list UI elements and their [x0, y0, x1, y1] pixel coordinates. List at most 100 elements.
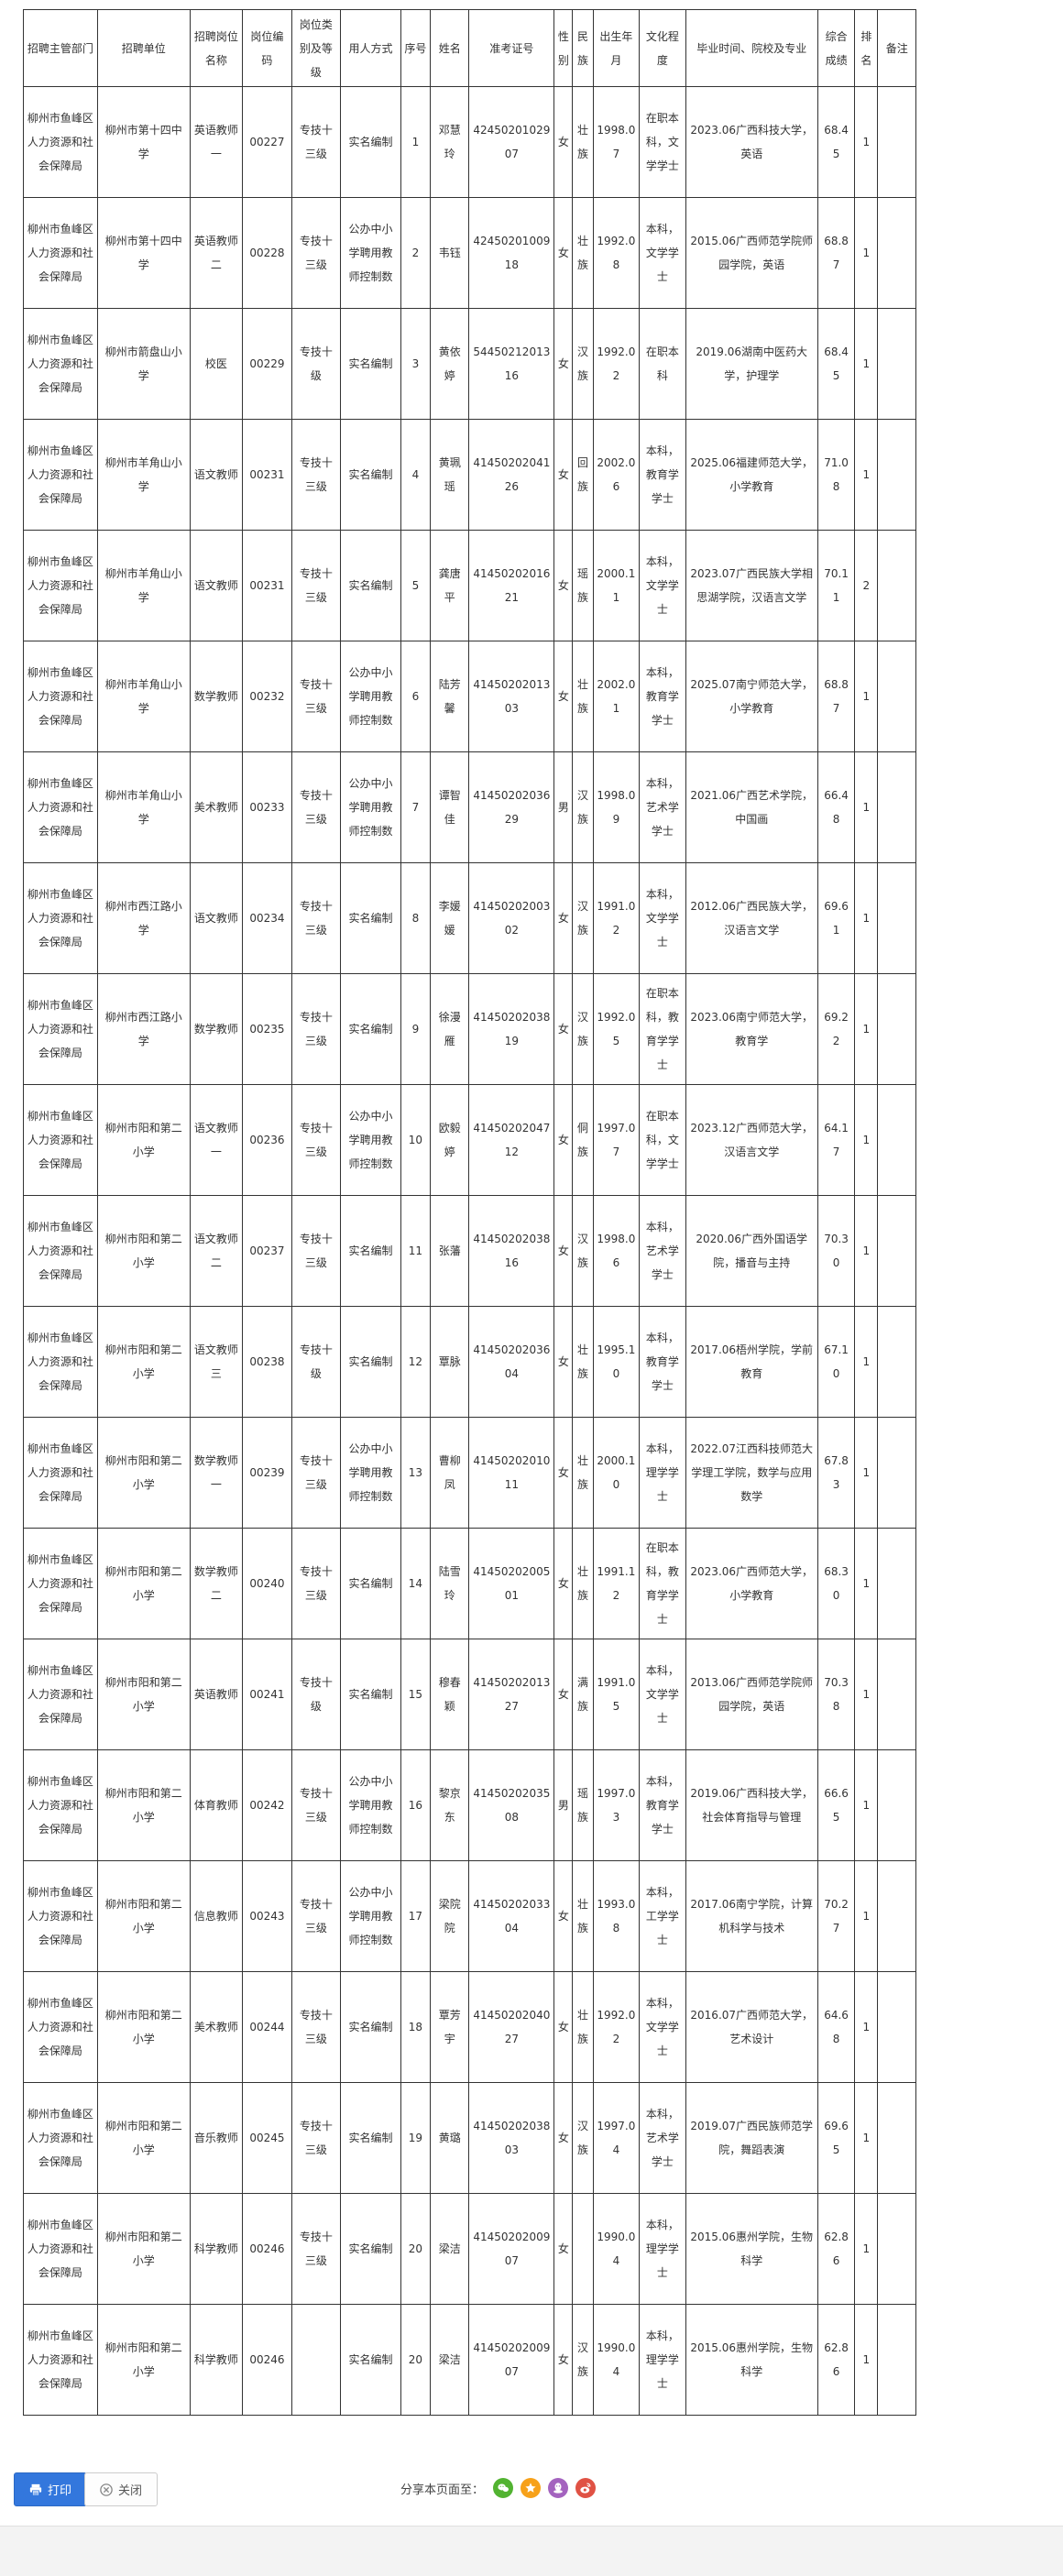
- cell-score: 62.86: [816, 2193, 856, 2305]
- table-row: 柳州市鱼峰区人力资源和社会保障局 柳州市阳和第二小学 体育教师 00242 专技十三级公…: [23, 1749, 916, 1861]
- cell-dept: 柳州市鱼峰区人力资源和社会保障局: [23, 86, 98, 198]
- cell-dept: 柳州市鱼峰区人力资源和社会保障局: [23, 308, 98, 420]
- cell-category: 专技十三级: [290, 1084, 342, 1196]
- cell-unit: 柳州市阳和第二小学: [96, 1528, 191, 1639]
- cell-unit: 柳州市阳和第二小学: [96, 1417, 191, 1529]
- cell-note: [877, 1971, 916, 2083]
- cell-rank: 1: [854, 641, 879, 752]
- cell-position: 英语教师一: [189, 86, 244, 198]
- cell-rank: 1: [854, 1417, 879, 1529]
- cell-graduation: 2017.06南宁学院，计算机科学与技术: [685, 1860, 818, 1972]
- cell-gender: 女: [553, 2304, 574, 2416]
- cell-education: 在职本科，文学学士: [639, 1084, 686, 1196]
- share-weibo-icon[interactable]: [575, 2478, 597, 2498]
- cell-exam-id: 4145020201011: [468, 1417, 555, 1529]
- cell-dept: 柳州市鱼峰区人力资源和社会保障局: [23, 2304, 98, 2416]
- cell-category: 专技十三级: [290, 1417, 342, 1529]
- cell-gender: 女: [553, 2082, 574, 2194]
- cell-unit: 柳州市阳和第二小学: [96, 1639, 191, 1750]
- cell-gender: 女: [553, 641, 574, 752]
- column-header-ethnicity: 民族: [572, 9, 594, 87]
- cell-exam-id: 4145020200907: [468, 2193, 555, 2305]
- cell-note: [877, 419, 916, 531]
- cell-education: 本科，艺术学学士: [639, 751, 686, 863]
- table-row: 柳州市鱼峰区人力资源和社会保障局 柳州市阳和第二小学 科学教师 00246 实名编制 20…: [23, 2304, 916, 2416]
- share-wechat-icon[interactable]: [493, 2478, 514, 2498]
- cell-score: 70.11: [816, 530, 856, 641]
- recruitment-results-table: 招聘主管部门 招聘单位 招聘岗位名称 岗位编码 岗位类别及等级 用人方式 序号 姓名 准考证号性…: [23, 9, 916, 2416]
- cell-position: 美术教师: [189, 1971, 244, 2083]
- cell-gender: 女: [553, 1084, 574, 1196]
- cell-exam-id: 4245020102907: [468, 86, 555, 198]
- cell-no: 20: [400, 2304, 432, 2416]
- cell-dept: 柳州市鱼峰区人力资源和社会保障局: [23, 1195, 98, 1307]
- print-button[interactable]: 打印: [14, 2472, 88, 2506]
- cell-no: 14: [400, 1528, 432, 1639]
- cell-rank: 1: [854, 1084, 879, 1196]
- cell-note: [877, 751, 916, 863]
- cell-ethnicity: 壮族: [572, 1306, 594, 1418]
- table-row: 柳州市鱼峰区人力资源和社会保障局 柳州市阳和第二小学 美术教师 00244 专技十三级实…: [23, 1971, 916, 2083]
- cell-note: [877, 1639, 916, 1750]
- cell-graduation: 2012.06广西民族大学，汉语言文学: [685, 862, 818, 974]
- cell-exam-id: 4145020200302: [468, 862, 555, 974]
- cell-note: [877, 1749, 916, 1861]
- cell-ethnicity: 汉族: [572, 2304, 594, 2416]
- cell-education: 在职本科，文学学士: [639, 86, 686, 198]
- footer-toolbar: 打印 关闭 分享本页面至：: [0, 2471, 1063, 2513]
- cell-ethnicity: 满族: [572, 1639, 594, 1750]
- cell-method: 实名编制: [340, 419, 401, 531]
- cell-ethnicity: 瑶族: [572, 530, 594, 641]
- cell-birth: 1995.10: [592, 1306, 641, 1418]
- close-button-label: 关闭: [118, 2484, 143, 2498]
- share-qzone-icon[interactable]: [521, 2478, 542, 2498]
- cell-name: 张藩: [430, 1195, 470, 1307]
- share-qq-icon[interactable]: [548, 2478, 569, 2498]
- cell-code: 00233: [242, 751, 292, 863]
- cell-dept: 柳州市鱼峰区人力资源和社会保障局: [23, 751, 98, 863]
- table-row: 柳州市鱼峰区人力资源和社会保障局 柳州市西江路小学 数学教师 00235 专技十三级 实名…: [23, 973, 916, 1085]
- cell-dept: 柳州市鱼峰区人力资源和社会保障局: [23, 1749, 98, 1861]
- cell-method: 公办中小学聘用教师控制数: [340, 1749, 401, 1861]
- cell-code: 00236: [242, 1084, 292, 1196]
- cell-note: [877, 308, 916, 420]
- cell-note: [877, 1195, 916, 1307]
- cell-position: 美术教师: [189, 751, 244, 863]
- cell-graduation: 2015.06惠州学院，生物科学: [685, 2304, 818, 2416]
- cell-position: 信息教师: [189, 1860, 244, 1972]
- cell-no: 8: [400, 862, 432, 974]
- table-row: 柳州市鱼峰区人力资源和社会保障局 柳州市西江路小学 语文教师 00234 专技十三级 实名…: [23, 862, 916, 974]
- cell-category: 专技十三级: [290, 1749, 342, 1861]
- close-button[interactable]: 关闭: [84, 2472, 159, 2506]
- cell-rank: 1: [854, 419, 879, 531]
- cell-category: 专技十三级: [290, 1971, 342, 2083]
- table-row: 柳州市鱼峰区人力资源和社会保障局 柳州市阳和第二小学 数学教师一 00239 专技十三级…: [23, 1417, 916, 1529]
- cell-no: 2: [400, 197, 432, 309]
- cell-note: [877, 2193, 916, 2305]
- cell-category: 专技十三级: [290, 751, 342, 863]
- cell-no: 12: [400, 1306, 432, 1418]
- cell-note: [877, 1084, 916, 1196]
- cell-score: 69.61: [816, 862, 856, 974]
- cell-code: 00242: [242, 1749, 292, 1861]
- cell-unit: 柳州市阳和第二小学: [96, 2082, 191, 2194]
- cell-dept: 柳州市鱼峰区人力资源和社会保障局: [23, 1417, 98, 1529]
- table-body: 柳州市鱼峰区人力资源和社会保障局 柳州市第十四中学 英语教师一 00227 专技十三级实…: [23, 86, 916, 2416]
- column-header-position: 招聘岗位名称: [189, 9, 244, 87]
- cell-score: 70.38: [816, 1639, 856, 1750]
- cell-method: 实名编制: [340, 1971, 401, 2083]
- cell-position: 语文教师: [189, 419, 244, 531]
- cell-graduation: 2025.06福建师范大学，小学教育: [685, 419, 818, 531]
- table-row: 柳州市鱼峰区人力资源和社会保障局 柳州市阳和第二小学 数学教师二 00240 专技十三级…: [23, 1528, 916, 1639]
- cell-name: 黎京东: [430, 1749, 470, 1861]
- cell-unit: 柳州市阳和第二小学: [96, 1860, 191, 1972]
- cell-rank: 1: [854, 1971, 879, 2083]
- cell-unit: 柳州市箭盘山小学: [96, 308, 191, 420]
- cell-unit: 柳州市第十四中学: [96, 197, 191, 309]
- cell-code: 00245: [242, 2082, 292, 2194]
- cell-score: 66.48: [816, 751, 856, 863]
- cell-education: 本科，工学学士: [639, 1860, 686, 1972]
- cell-method: 实名编制: [340, 1639, 401, 1750]
- cell-position: 语文教师三: [189, 1306, 244, 1418]
